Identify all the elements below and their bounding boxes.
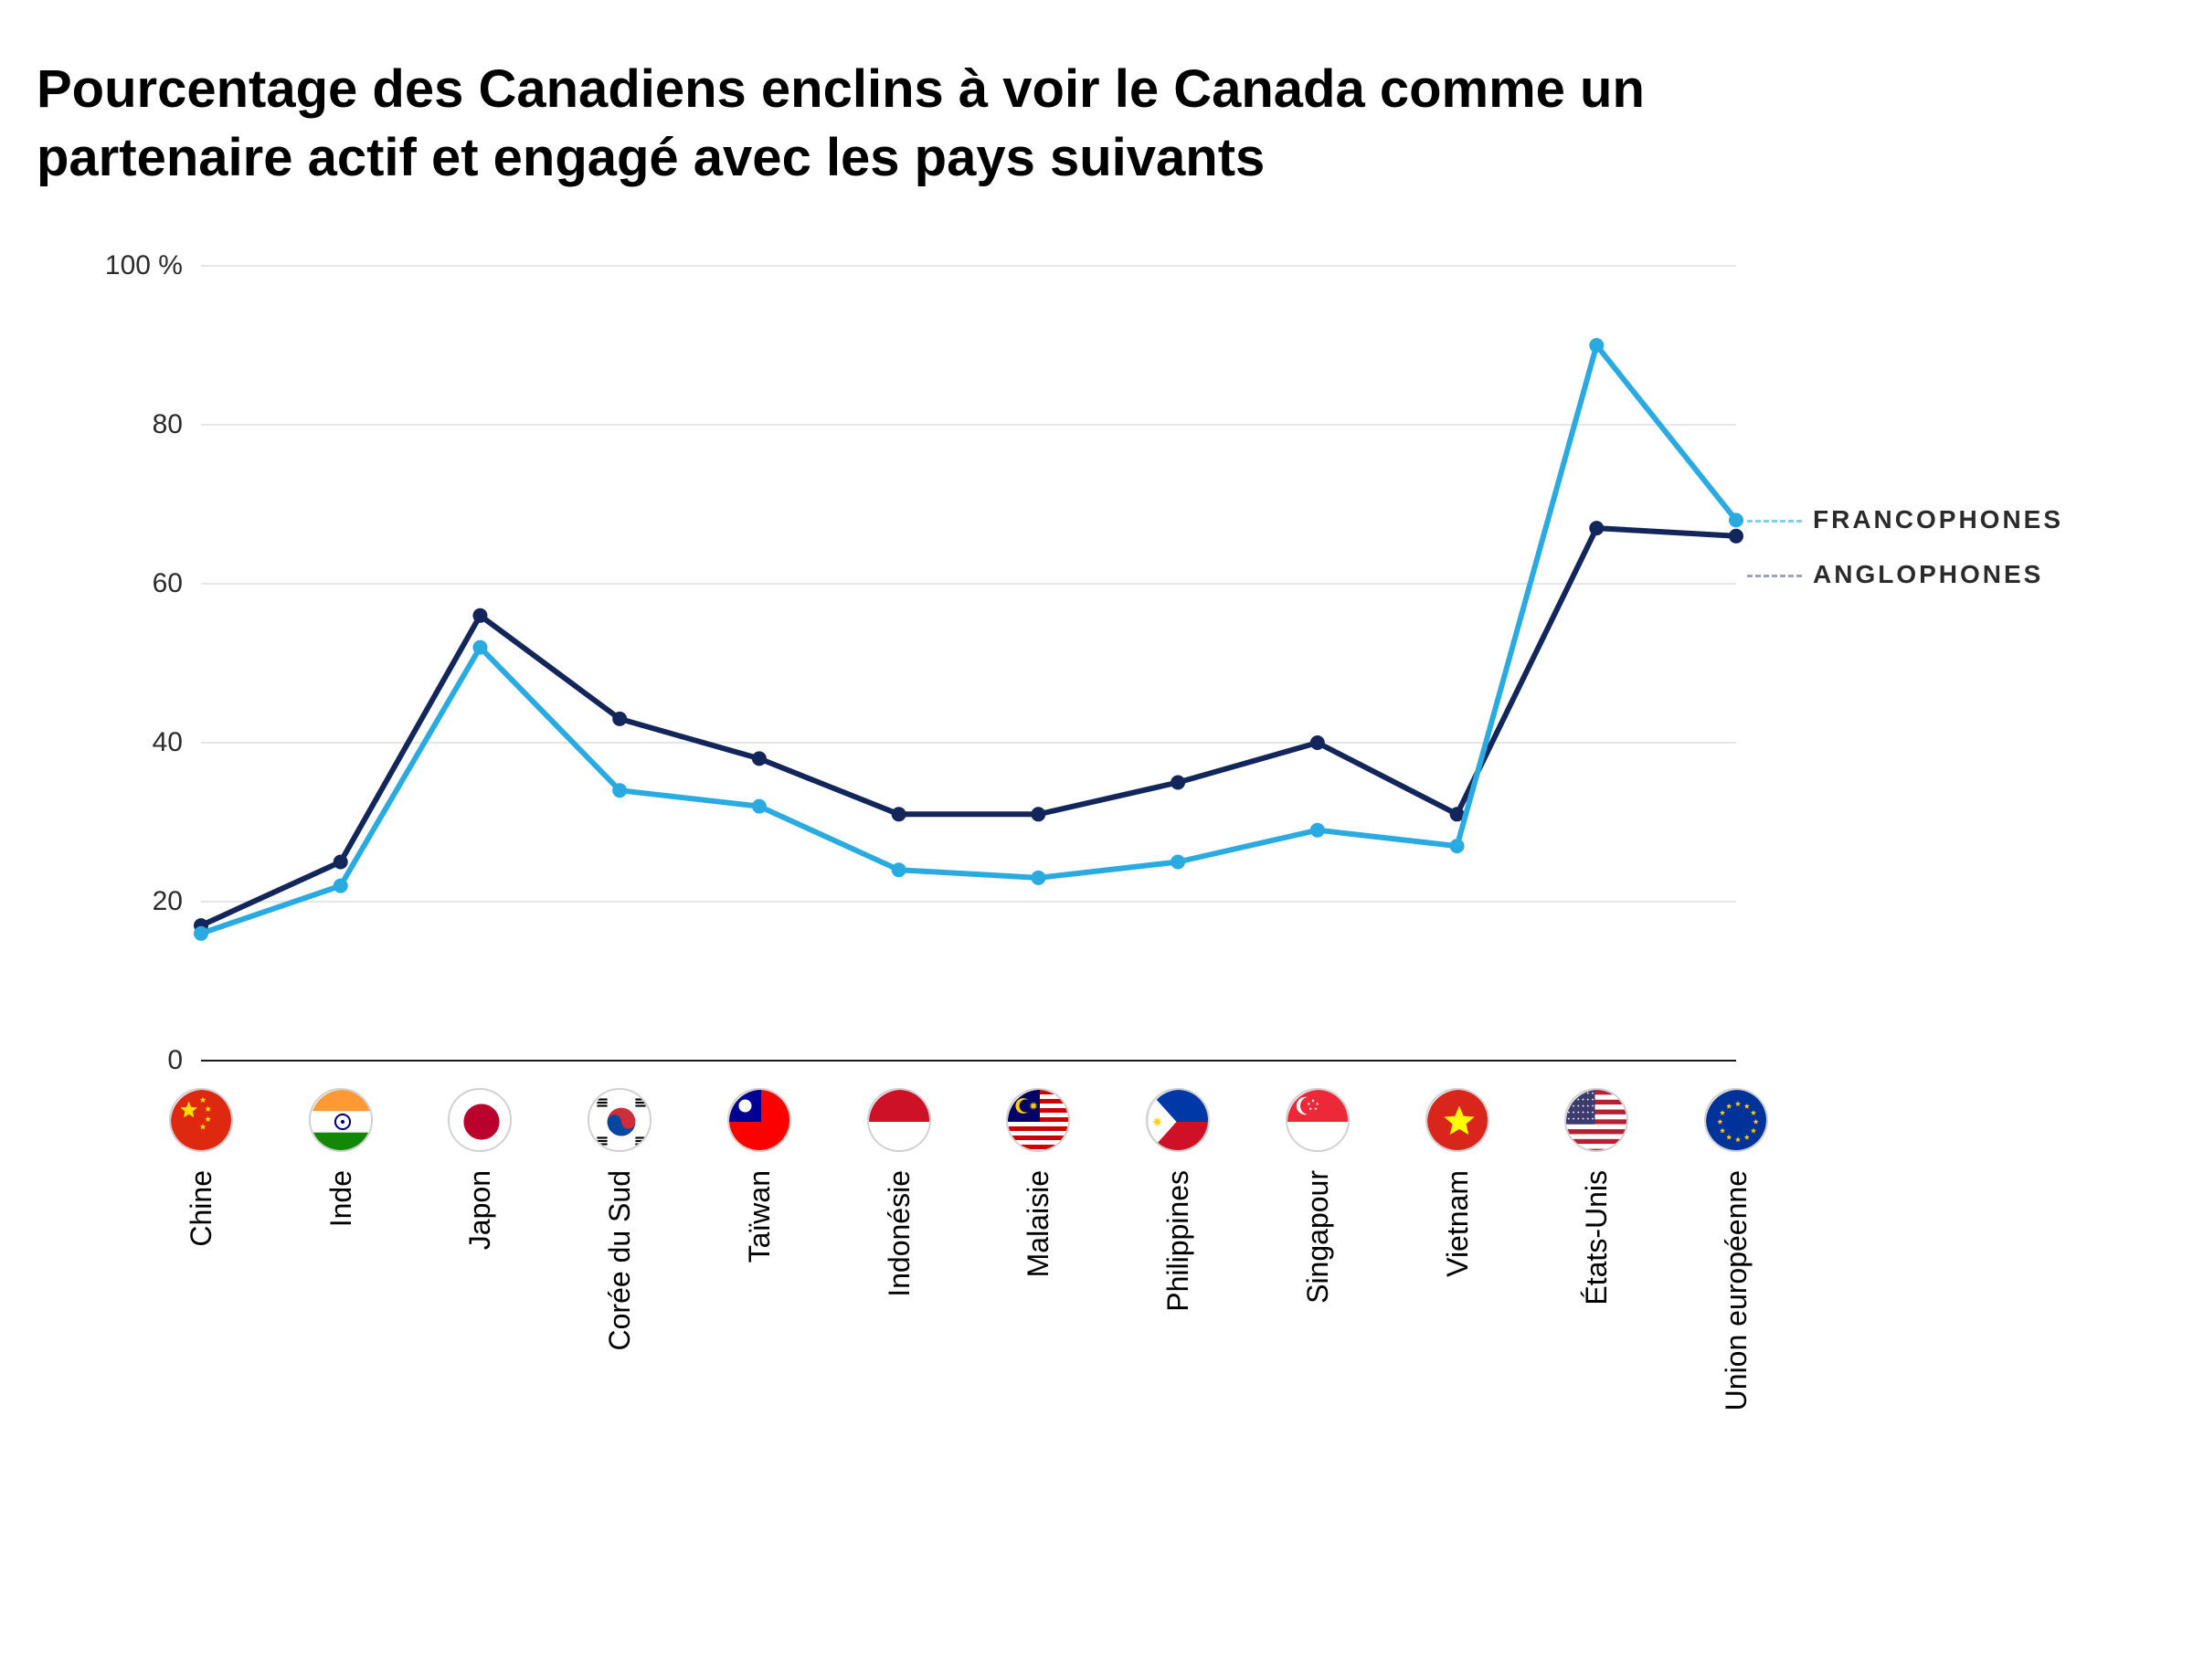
xlabel-eu: Union européenne <box>1720 1170 1753 1411</box>
flag-taiwan <box>727 1088 791 1152</box>
xlabel-korea: Corée du Sud <box>603 1170 637 1350</box>
plot-svg <box>37 266 1773 1097</box>
xlabel-india: Inde <box>324 1170 358 1227</box>
flag-malaysia <box>1006 1088 1070 1152</box>
flag-singapore <box>1286 1088 1350 1152</box>
flag-japan <box>448 1088 512 1152</box>
xlabel-singapore: Singapour <box>1301 1170 1335 1304</box>
xlabel-indonesia: Indonésie <box>883 1170 916 1297</box>
flag-philippines <box>1146 1088 1210 1152</box>
flag-eu <box>1704 1088 1768 1152</box>
flag-vietnam <box>1425 1088 1489 1152</box>
xlabel-philippines: Philippines <box>1161 1170 1195 1312</box>
xlabel-vietnam: Vietnam <box>1441 1170 1475 1277</box>
flag-indonesia <box>867 1088 931 1152</box>
xlabel-usa: États-Unis <box>1580 1170 1614 1305</box>
xlabel-japan: Japon <box>463 1170 497 1250</box>
chart-title: Pourcentage des Canadiens enclins à voir… <box>37 55 1864 193</box>
flag-china <box>169 1088 233 1152</box>
flag-korea <box>588 1088 652 1152</box>
flag-india <box>309 1088 373 1152</box>
xlabel-malaysia: Malaisie <box>1022 1170 1055 1277</box>
xlabel-taiwan: Taïwan <box>743 1170 777 1263</box>
flag-usa <box>1564 1088 1628 1152</box>
xlabel-china: Chine <box>185 1170 218 1247</box>
leader-francophones <box>1747 520 1802 523</box>
legend-anglophones: ANGLOPHONES <box>1813 560 2043 589</box>
chart-container: 100 % 80 60 40 20 0 FRANCOPHONES ANGLOPH… <box>37 266 2047 1636</box>
leader-anglophones <box>1747 575 1802 577</box>
legend-francophones: FRANCOPHONES <box>1813 505 2063 534</box>
